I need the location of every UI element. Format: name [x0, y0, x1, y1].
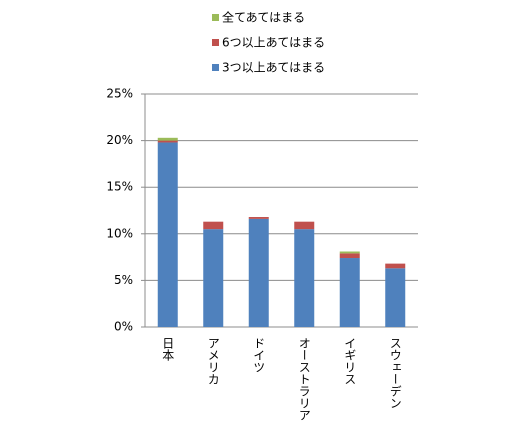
y-tick-label: 10%	[106, 226, 133, 240]
x-tick-label: 日本	[161, 337, 175, 362]
bar-segment	[203, 229, 224, 327]
legend-label: 3つ以上あてはまる	[222, 61, 325, 75]
bar-segment	[385, 268, 406, 327]
bar-segment	[157, 142, 178, 327]
bar-segment	[385, 263, 406, 269]
x-tick-label: スウェーデン	[388, 337, 402, 409]
y-tick-label: 5%	[114, 273, 133, 287]
y-tick-label: 15%	[106, 180, 133, 194]
legend-marker	[212, 64, 219, 71]
legend-label: 6つ以上あてはまる	[222, 36, 325, 50]
bar-segment	[294, 229, 315, 327]
legend-label: 全てあてはまる	[222, 10, 305, 25]
y-tick-label: 25%	[106, 87, 133, 101]
bar-segment	[157, 137, 178, 141]
bar-segment	[294, 221, 315, 230]
bar-segment	[339, 253, 360, 259]
legend-marker	[212, 14, 219, 21]
x-tick-label: ドイツ	[252, 337, 266, 373]
x-tick-label: オーストラリア	[297, 337, 311, 421]
bar-segment	[248, 217, 269, 219]
x-tick-label: イギリス	[343, 337, 357, 385]
bar-segment	[157, 140, 178, 143]
bar-segment	[203, 221, 224, 230]
legend-marker	[212, 39, 219, 46]
y-tick-label: 0%	[114, 320, 133, 334]
bar-segment	[339, 251, 360, 254]
x-tick-label: アメリカ	[206, 337, 220, 385]
bar-segment	[339, 258, 360, 327]
y-tick-label: 20%	[106, 133, 133, 147]
bar-segment	[248, 218, 269, 327]
